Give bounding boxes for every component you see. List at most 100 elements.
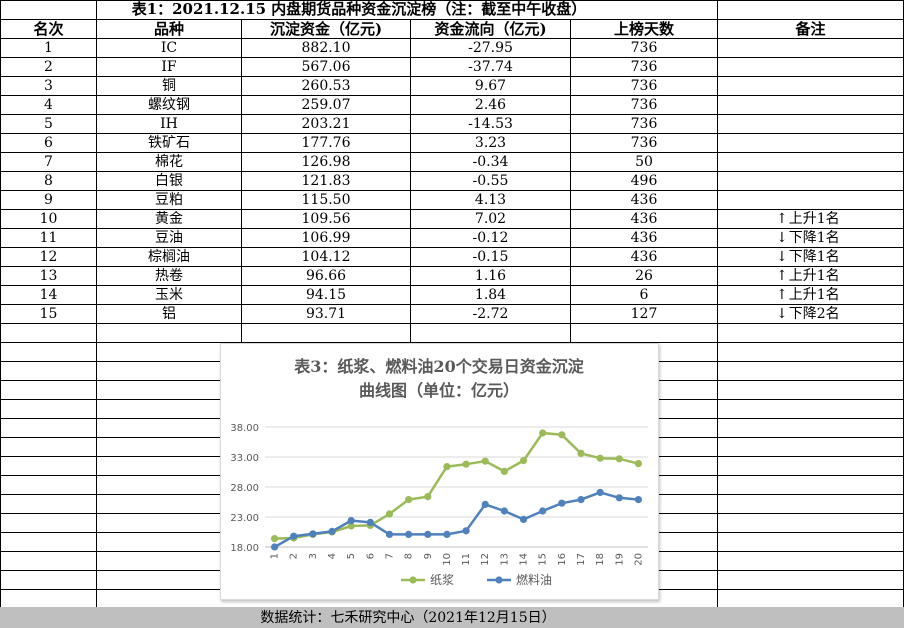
days-cell: 736 [630,116,658,132]
data-point [519,515,528,523]
data-point [481,500,489,508]
grid-line-h [0,152,904,153]
chart-title-line-2: 曲线图（单位：亿元） [359,381,519,400]
note-cell: ↓下降1名 [776,248,896,267]
grid-line-v [410,19,411,342]
flow-cell: -0.34 [472,154,509,170]
series-line-1 [274,431,639,540]
commodity-cell: 豆油 [155,230,183,246]
x-tick-label: 11 [461,553,472,566]
days-cell: 736 [630,97,658,113]
x-tick-label: 5 [346,553,357,559]
commodity-cell: IH [160,116,178,132]
grid-line-h [0,0,904,1]
data-point [347,522,355,530]
arrow-up-icon: ↑ [776,287,788,303]
data-point [500,507,508,515]
grid-line-h [0,228,904,229]
x-tick-label: 18 [595,553,606,566]
grid-line-h [0,95,904,96]
legend-swatch-marker [409,576,417,584]
note-label: 下降1名 [788,249,840,265]
y-tick-label: 28.00 [230,483,259,494]
rank-cell: 14 [39,287,58,303]
x-tick-label: 2 [289,553,300,559]
days-cell: 436 [630,249,658,265]
commodity-cell: IF [161,59,177,75]
flow-cell: 3.23 [474,135,507,151]
rank-cell: 15 [39,306,58,322]
y-tick-label: 18.00 [230,543,259,554]
days-cell: 736 [630,59,658,75]
rank-cell: 10 [39,211,58,227]
x-tick-label: 6 [365,553,376,559]
x-tick-label: 12 [480,553,491,566]
x-tick-label: 15 [538,553,549,566]
x-tick-label: 20 [633,553,644,566]
grid-line-v [241,19,242,342]
amount-cell: 203.21 [301,116,351,132]
amount-cell: 567.06 [301,59,351,75]
x-tick-label: 4 [327,553,338,559]
days-cell: 436 [630,230,658,246]
legend-label: 燃料油 [516,572,552,587]
days-cell: 50 [635,154,653,170]
arrow-up-icon: ↑ [776,268,788,284]
x-tick-label: 10 [442,553,453,566]
amount-cell: 126.98 [301,154,351,170]
flow-cell: -0.15 [472,249,509,265]
data-point [443,530,451,538]
amount-cell: 104.12 [301,249,351,265]
header-rank: 名次 [33,20,64,38]
x-tick-label: 8 [404,553,415,559]
amount-cell: 882.10 [301,40,351,56]
flow-cell: -2.72 [472,306,509,322]
data-point [615,494,623,502]
data-point [577,449,585,457]
chart-title-line-1: 表3：纸浆、燃料油20个交易日资金沉淀 [293,357,584,376]
grid-line-h [0,76,904,77]
data-point [443,463,451,471]
footer-source: 数据统计：七禾研究中心（2021年12月15日） [260,610,556,626]
amount-cell: 177.76 [301,135,351,151]
data-point [347,517,355,525]
amount-cell: 109.56 [301,211,351,227]
amount-cell: 106.99 [301,230,351,246]
data-point [596,454,604,462]
footer-band [0,607,904,628]
data-point [270,543,279,551]
flow-cell: -0.55 [472,173,509,189]
data-point [405,530,413,538]
note-label: 上升1名 [788,287,840,303]
flow-cell: 2.46 [474,97,507,113]
note-label: 上升1名 [788,211,840,227]
table-title: 表1：2021.12.15 内盘期货品种资金沉淀榜（注：截至中午收盘） [131,0,587,18]
data-point [481,457,489,465]
amount-cell: 96.66 [305,268,347,284]
data-point [462,527,470,535]
data-point [539,429,547,437]
arrow-down-icon: ↓ [776,306,788,322]
y-tick-label: 33.00 [230,453,259,464]
amount-cell: 260.53 [301,78,351,94]
commodity-cell: 黄金 [155,211,183,227]
data-point [500,467,508,475]
data-point [634,460,643,468]
data-point [405,496,413,504]
days-cell: 26 [635,268,653,284]
grid-line-v [0,0,1,628]
x-tick-label: 1 [270,553,281,559]
y-tick-label: 38.00 [230,423,259,434]
grid-line-h [0,190,904,191]
header-days: 上榜天数 [613,20,674,38]
flow-cell: 4.13 [474,192,507,208]
grid-line-h [0,19,904,20]
flow-cell: -37.74 [468,59,513,75]
rank-cell: 2 [44,59,53,75]
arrow-down-icon: ↓ [776,230,788,246]
commodity-cell: IC [160,40,178,56]
data-point [558,499,566,507]
commodity-cell: 白银 [155,173,183,189]
header-name: 品种 [153,20,184,38]
x-tick-label: 13 [499,553,510,566]
